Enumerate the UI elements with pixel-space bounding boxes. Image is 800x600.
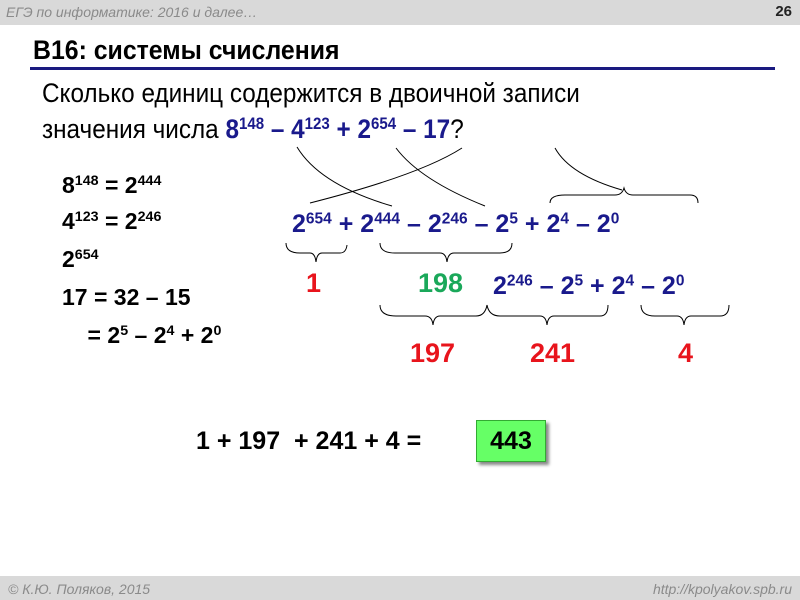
brace-2-654 xyxy=(285,242,348,263)
brace-197 xyxy=(379,304,488,326)
question-mark: ? xyxy=(450,114,464,144)
question-expression: 8148 – 4123 + 2654 – 17 xyxy=(225,114,450,144)
term-base: – 2 xyxy=(128,322,167,348)
title-underline xyxy=(30,67,775,70)
brace-2-444-246 xyxy=(379,242,513,263)
term-base: – 2 xyxy=(467,210,510,238)
term-base: 8 xyxy=(62,172,75,198)
slide-number: 26 xyxy=(775,3,792,20)
sum-expression: 1 + 197 + 241 + 4 = xyxy=(196,427,422,455)
header-title: ЕГЭ по информатике: 2016 и далее… xyxy=(6,4,258,20)
left-line-5: = 25 – 24 + 20 xyxy=(62,322,222,349)
question-prefix: значения числа xyxy=(42,114,226,144)
term-base: = 2 xyxy=(62,322,121,348)
count-198: 198 xyxy=(418,268,464,298)
term-base: = 2 xyxy=(98,172,138,198)
slide-footer: © К.Ю. Поляков, 2015 http://kpolyakov.sp… xyxy=(0,576,800,600)
term-base: = 2 xyxy=(98,208,138,234)
term-base: – 2 xyxy=(532,272,575,300)
term-exponent: 0 xyxy=(675,272,685,290)
term-base: + 2 xyxy=(583,272,626,300)
term-exponent: 123 xyxy=(74,209,99,226)
term-base: 2 xyxy=(62,246,75,272)
term-exponent: 246 xyxy=(506,272,533,290)
count-241: 241 xyxy=(530,338,576,368)
question-line-1: Сколько единиц содержится в двоичной зап… xyxy=(42,78,580,108)
slide-title: B16: системы счисления xyxy=(33,35,340,65)
term-exponent: 654 xyxy=(305,210,332,228)
term-base: 17 = 32 – 15 xyxy=(62,284,191,310)
term-exponent: 246 xyxy=(137,209,162,226)
term-exponent: 444 xyxy=(374,210,401,228)
term-base: + 2 xyxy=(174,322,214,348)
term-base: – 2 xyxy=(634,272,676,300)
term-base: + 2 xyxy=(331,210,375,238)
term-base: 8 xyxy=(225,114,239,144)
footer-url[interactable]: http://kpolyakov.spb.ru xyxy=(652,581,792,597)
term-base: – 17 xyxy=(396,114,451,144)
brace-top-17 xyxy=(549,186,699,204)
term-exponent: 654 xyxy=(74,247,99,264)
line-8-to-2-444 xyxy=(296,146,393,207)
term-exponent: 4 xyxy=(166,323,175,340)
term-exponent: 148 xyxy=(74,173,99,190)
term-exponent: 444 xyxy=(137,173,162,190)
term-exponent: 5 xyxy=(120,323,129,340)
term-base: – 2 xyxy=(400,210,442,238)
left-line-4: 17 = 32 – 15 xyxy=(62,284,191,311)
footer-author: © К.Ю. Поляков, 2015 xyxy=(8,581,151,597)
term-exponent: 123 xyxy=(304,113,330,133)
answer-box: 443 xyxy=(476,420,546,462)
term-base: 2 xyxy=(493,272,507,300)
main-expression: 2654 + 2444 – 2246 – 25 + 24 – 20 xyxy=(292,210,619,239)
term-exponent: 148 xyxy=(238,113,265,133)
term-exponent: 0 xyxy=(213,323,222,340)
term-base: + 2 xyxy=(517,210,561,238)
term-base: 2 xyxy=(292,210,306,238)
term-exponent: 246 xyxy=(441,210,468,228)
count-197: 197 xyxy=(410,338,456,368)
slide-header: ЕГЭ по информатике: 2016 и далее… 26 xyxy=(0,0,800,25)
line-2-654 xyxy=(309,147,463,204)
term-exponent: 0 xyxy=(610,210,620,228)
line-4-to-2-246 xyxy=(395,147,486,207)
term-exponent: 5 xyxy=(574,272,584,290)
term-exponent: 4 xyxy=(625,272,635,290)
line-17-brace xyxy=(554,147,623,191)
left-line-2: 4123 = 2246 xyxy=(62,208,161,235)
term-base: – 4 xyxy=(264,114,305,144)
question-line-2: значения числа 8148 – 4123 + 2654 – 17? xyxy=(42,114,464,145)
term-base: – 2 xyxy=(569,210,611,238)
term-exponent: 5 xyxy=(509,210,518,228)
term-exponent: 4 xyxy=(560,210,569,228)
term-exponent: 654 xyxy=(371,113,397,133)
left-line-1: 8148 = 2444 xyxy=(62,172,161,199)
brace-241 xyxy=(486,304,609,326)
count-4: 4 xyxy=(678,338,694,368)
left-line-3: 2654 xyxy=(62,246,99,273)
term-base: 4 xyxy=(62,208,75,234)
second-expression: 2246 – 25 + 24 – 20 xyxy=(493,272,684,301)
count-1: 1 xyxy=(306,268,322,298)
term-base: + 2 xyxy=(329,114,372,144)
brace-4 xyxy=(640,304,730,326)
